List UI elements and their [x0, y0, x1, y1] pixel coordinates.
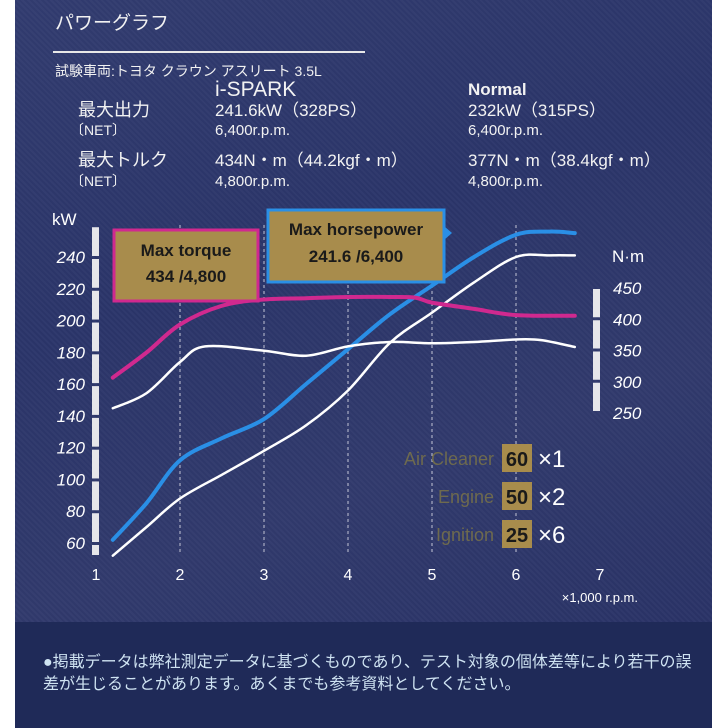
series-line-1: [111, 253, 577, 557]
right-axis-bar-segment: [593, 382, 600, 411]
left-axis-bar-segment: [92, 290, 99, 320]
max-torque-value: 434 /4,800: [146, 267, 226, 286]
ispark-max-power: 241.6kW（328PS）: [215, 101, 368, 120]
max-torque-label: 最大トルク: [78, 150, 168, 170]
tuning-multiplier: ×2: [538, 484, 565, 511]
left-tick-label: 220: [56, 280, 86, 299]
x-tick-label: 2: [176, 567, 185, 584]
left-tick-label: 240: [56, 248, 86, 267]
net-label: 〔NET〕: [70, 173, 126, 189]
title-underline: [53, 51, 365, 53]
series-line-3: [111, 337, 577, 410]
left-tick-label: 200: [56, 312, 86, 331]
left-tick-label: 180: [57, 343, 86, 362]
left-axis-bar-segment: [92, 354, 99, 384]
left-axis-bar-segment: [92, 545, 99, 555]
tuning-multiplier: ×1: [538, 446, 565, 473]
disclaimer-note: ●掲載データは弊社測定データに基づくものであり、テスト対象の個体差等により若干の…: [43, 654, 692, 693]
right-tick-label: 400: [613, 310, 642, 329]
max-power-label: 最大出力: [78, 100, 150, 120]
left-axis-bar-segment: [92, 417, 99, 447]
left-tick-label: 120: [57, 439, 86, 458]
tuning-label: Ignition: [436, 525, 494, 545]
tuning-badge: [502, 482, 532, 510]
test-vehicle: 試験車両:トヨタ クラウン アスリート 3.5L: [55, 63, 322, 79]
right-tick-label: 450: [613, 279, 642, 298]
tuning-label: Engine: [438, 487, 494, 507]
max-horsepower-value: 241.6 /6,400: [309, 247, 404, 266]
ispark-power-rpm: 6,400r.p.m.: [215, 122, 291, 139]
left-axis-bar-segment: [92, 449, 99, 479]
x-tick-label: 4: [344, 567, 353, 584]
left-tick-label: 60: [66, 534, 85, 553]
left-tick-label: 140: [57, 407, 86, 426]
right-tick-label: 300: [613, 373, 642, 392]
normal-torque-rpm: 4,800r.p.m.: [468, 173, 544, 190]
tuning-value: 50: [506, 487, 528, 509]
left-axis-bar-segment: [92, 513, 99, 542]
tuning-badge: [502, 520, 532, 548]
tuning-value: 60: [506, 449, 528, 471]
ispark-max-torque: 434N・m（44.2kgf・m）: [215, 151, 408, 170]
ispark-torque-rpm: 4,800r.p.m.: [215, 173, 291, 190]
tuning-multiplier: ×6: [538, 522, 565, 549]
x-axis-label: ×1,000 r.p.m.: [562, 590, 638, 605]
normal-power-rpm: 6,400r.p.m.: [468, 122, 544, 139]
net-label: 〔NET〕: [70, 122, 126, 138]
left-tick-label: 160: [57, 375, 86, 394]
max-horsepower-title: Max horsepower: [289, 220, 424, 239]
right-axis-bar-segment: [593, 351, 600, 380]
x-tick-label: 7: [596, 567, 605, 584]
right-tick-label: 250: [612, 404, 642, 423]
max-torque-box: [112, 228, 260, 303]
normal-max-torque: 377N・m（38.4kgf・m）: [468, 151, 661, 170]
right-axis-bar-segment: [593, 289, 600, 318]
x-tick-label: 3: [260, 567, 269, 584]
left-axis-bar-segment: [92, 386, 99, 415]
left-axis-bar-segment: [92, 259, 99, 288]
left-axis-bar-segment: [92, 322, 99, 352]
tuning-badge: [502, 444, 532, 472]
x-tick-label: 1: [92, 567, 101, 584]
left-axis-bar-segment: [92, 481, 99, 511]
tuning-label: Air Cleaner: [404, 449, 494, 469]
col-normal: Normal: [468, 80, 527, 99]
max-torque-title: Max torque: [141, 241, 232, 260]
left-axis-bar-segment: [92, 227, 99, 256]
x-tick-label: 5: [428, 567, 437, 584]
max-horsepower-box: [266, 208, 446, 284]
right-axis-bar-segment: [593, 320, 600, 349]
right-axis-label: N·m: [612, 247, 644, 266]
left-tick-label: 80: [66, 502, 85, 521]
right-tick-label: 350: [613, 342, 642, 361]
footer-panel: [15, 622, 712, 728]
x-tick-label: 6: [512, 567, 521, 584]
left-tick-label: 100: [57, 470, 86, 489]
tuning-value: 25: [506, 525, 528, 547]
page-title: パワーグラフ: [55, 13, 170, 34]
hp-callout-pointer: [444, 226, 452, 240]
col-ispark: i-SPARK: [215, 78, 297, 101]
series-line-0: [110, 229, 577, 542]
normal-max-power: 232kW（315PS）: [468, 101, 606, 120]
series-line-2: [110, 294, 577, 380]
left-axis-label: kW: [52, 210, 77, 229]
